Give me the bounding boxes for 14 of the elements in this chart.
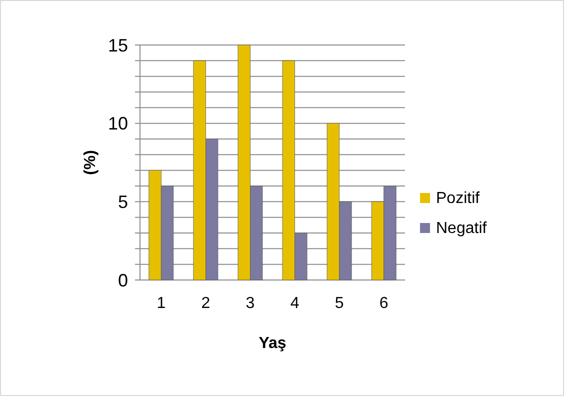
- x-tick-label: 2: [201, 295, 210, 312]
- y-tick-label: 0: [118, 270, 128, 290]
- x-tick-label: 3: [246, 295, 255, 312]
- y-tick-label: 15: [108, 35, 128, 56]
- legend-label: Pozitif: [436, 190, 480, 207]
- legend-label: Negatif: [436, 220, 488, 237]
- x-tick-label: 1: [156, 295, 166, 312]
- y-axis-title: (%): [82, 150, 99, 175]
- x-tick-label: 6: [379, 295, 388, 312]
- x-tick-label: 5: [334, 295, 344, 312]
- y-tick-label: 5: [118, 192, 128, 212]
- x-axis-title: Yaş: [258, 335, 286, 352]
- x-tick-label: 4: [290, 295, 300, 312]
- y-tick-label: 10: [108, 114, 128, 134]
